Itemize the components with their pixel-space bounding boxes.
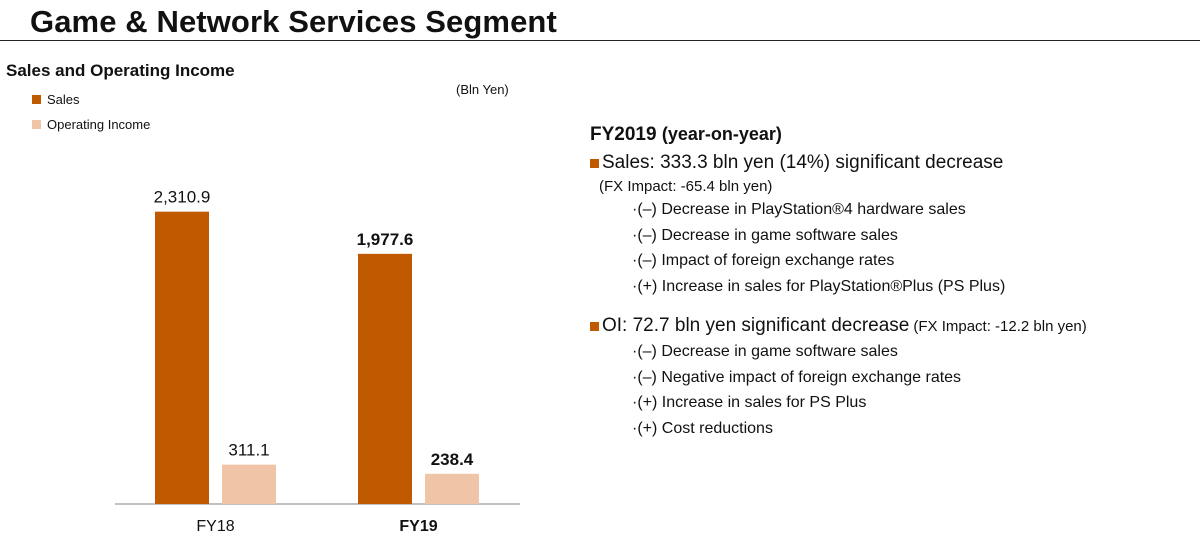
square-bullet-icon	[590, 158, 599, 168]
commentary-heading-sub: (year-on-year)	[661, 124, 782, 144]
commentary-heading-year: FY2019	[590, 124, 657, 145]
list-item: ·(–) Decrease in game software sales	[632, 226, 898, 244]
commentary-heading: FY2019 (year-on-year)	[590, 124, 1087, 146]
list-item: ·(+) Increase in sales for PlayStation®P…	[632, 277, 1006, 295]
sales-headline: Sales: 333.3 bln yen (14%) significant d…	[602, 152, 1004, 173]
title-divider	[0, 40, 1200, 41]
data-label-operating-income-fy19: 238.4	[431, 450, 474, 469]
square-bullet-icon	[590, 321, 599, 331]
legend-swatch-sales	[32, 95, 41, 104]
data-label-operating-income-fy18: 311.1	[228, 441, 269, 460]
oi-detail-list: ·(–) Decrease in game software sales ·(–…	[590, 339, 1087, 441]
oi-headline: OI: 72.7 bln yen significant decrease	[602, 315, 910, 336]
sales-detail-list: ·(–) Decrease in PlayStation®4 hardware …	[590, 197, 1087, 299]
chart-title: Sales and Operating Income	[6, 61, 235, 80]
category-label-fy18: FY18	[196, 518, 234, 535]
sales-fx-impact: (FX Impact: -65.4 bln yen)	[599, 178, 773, 195]
list-item: ·(–) Negative impact of foreign exchange…	[632, 368, 962, 386]
oi-headline-row: OI: 72.7 bln yen significant decrease (F…	[590, 315, 1087, 337]
oi-section: OI: 72.7 bln yen significant decrease (F…	[590, 315, 1087, 441]
bar-sales-fy18	[155, 211, 209, 504]
sales-section: Sales: 333.3 bln yen (14%) significant d…	[590, 152, 1087, 299]
commentary-panel: FY2019 (year-on-year) Sales: 333.3 bln y…	[590, 124, 1087, 441]
legend-swatch-operating-income	[32, 120, 41, 129]
list-item: ·(+) Cost reductions	[632, 419, 773, 437]
chart-unit-label: (Bln Yen)	[456, 82, 509, 97]
legend-entry-operating-income: Operating Income	[32, 117, 150, 132]
oi-fx-impact: (FX Impact: -12.2 bln yen)	[913, 317, 1087, 335]
category-label-fy19: FY19	[399, 518, 437, 535]
bar-operating-income-fy19	[425, 473, 479, 504]
bar-operating-income-fy18	[222, 464, 276, 504]
bar-sales-fy19	[358, 253, 412, 504]
sales-headline-row: Sales: 333.3 bln yen (14%) significant d…	[590, 152, 1087, 174]
list-item: ·(–) Impact of foreign exchange rates	[632, 252, 895, 269]
data-label-sales-fy18: 2,310.9	[154, 188, 211, 207]
page-title: Game & Network Services Segment	[30, 4, 557, 39]
legend-label-sales: Sales	[47, 92, 80, 107]
list-item: ·(+) Increase in sales for PS Plus	[632, 394, 867, 411]
legend-label-operating-income: Operating Income	[47, 117, 151, 132]
bar-chart: 2,310.9 311.1 FY18 1,977.6 238.4 FY19	[115, 188, 520, 535]
data-label-sales-fy19: 1,977.6	[357, 230, 414, 249]
list-item: ·(–) Decrease in PlayStation®4 hardware …	[632, 201, 966, 218]
legend-entry-sales: Sales	[32, 92, 80, 107]
list-item: ·(–) Decrease in game software sales	[632, 343, 898, 360]
